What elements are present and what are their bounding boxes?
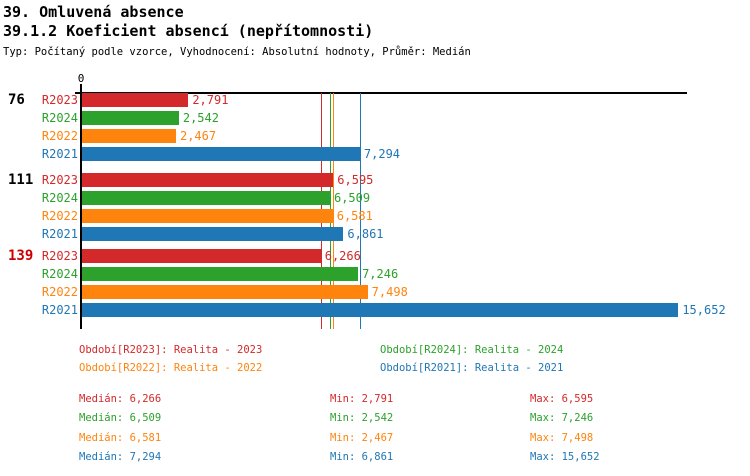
series-label-r2021: R2021 [41,227,78,241]
bar-chart: 0 76 R2023 2,791 R2024 2,542 R2022 2,467 R2021 7… [8,72,726,329]
stat-max-r2021: Max: 15,652 [530,451,600,463]
legend-item-r2023: Období[R2023]: Realita - 2023 [79,344,263,356]
bar-111-r2022 [82,209,333,223]
stat-min-r2024: Min: 2,542 [330,412,394,424]
report-section-title: 39.1.2 Koeficient absencí (nepřítomnosti… [3,22,374,40]
bar-value-76-r2021: 7,294 [363,147,401,161]
stat-max-r2022: Max: 7,498 [530,432,594,444]
series-label-r2022: R2022 [41,285,78,299]
bar-value-111-r2023: 6,595 [337,173,374,187]
bar-139-r2021 [82,303,679,317]
stat-median-r2023: Medián: 6,266 [79,393,162,405]
bar-111-r2021 [82,227,344,241]
stat-median-r2021: Medián: 7,294 [79,451,162,463]
stat-median-r2024: Medián: 6,509 [79,412,162,424]
bar-value-139-r2023: 6,266 [324,249,361,263]
stat-min-r2021: Min: 6,861 [330,451,394,463]
series-label-r2021: R2021 [41,147,78,161]
legend-item-r2022: Období[R2022]: Realita - 2022 [79,362,263,374]
bar-value-76-r2023: 2,791 [192,93,229,107]
bar-139-r2023 [82,249,321,263]
stat-max-r2023: Max: 6,595 [530,393,594,405]
series-label-r2024: R2024 [41,111,78,125]
stat-median-r2022: Medián: 6,581 [79,432,162,444]
bar-value-111-r2022: 6,581 [336,209,373,223]
x-axis-zero-label: 0 [77,72,85,85]
series-label-r2024: R2024 [41,191,78,205]
bar-value-139-r2024: 7,246 [362,267,399,281]
bar-76-r2024 [82,111,179,125]
legend-item-r2021: Období[R2021]: Realita - 2021 [380,362,564,374]
median-line-r2022 [332,93,334,329]
stat-min-r2023: Min: 2,791 [330,393,394,405]
bar-139-r2022 [82,285,368,299]
bar-value-111-r2021: 6,861 [347,227,384,241]
stat-min-r2022: Min: 2,467 [330,432,394,444]
report-meta-line: Typ: Počítaný podle vzorce, Vyhodnocení:… [3,46,471,58]
stat-max-r2024: Max: 7,246 [530,412,594,424]
bar-139-r2024 [82,267,359,281]
series-label-r2022: R2022 [41,129,78,143]
bar-111-r2024 [82,191,330,205]
bar-value-76-r2022: 2,467 [179,129,217,143]
bar-value-111-r2024: 6,509 [333,191,371,205]
bar-76-r2023 [82,93,189,107]
group-label-139: 139 [8,248,34,264]
group-label-76: 76 [8,92,25,108]
series-label-r2023: R2023 [41,93,78,107]
series-label-r2023: R2023 [41,173,78,187]
series-label-r2021: R2021 [41,303,78,317]
bar-value-139-r2021: 15,652 [682,303,726,317]
median-line-r2021 [359,93,361,329]
x-axis-line [75,92,687,94]
legend-item-r2024: Období[R2024]: Realita - 2024 [380,344,564,356]
series-label-r2024: R2024 [41,267,78,281]
bar-76-r2022 [82,129,176,143]
group-label-111: 111 [8,172,34,188]
bar-value-76-r2024: 2,542 [182,111,219,125]
series-label-r2022: R2022 [41,209,78,223]
series-label-r2023: R2023 [41,249,78,263]
bar-76-r2021 [82,147,360,161]
report-title: 39. Omluvená absence [3,3,184,21]
bar-value-139-r2022: 7,498 [371,285,408,299]
y-axis-line [80,84,82,329]
bar-111-r2023 [82,173,334,187]
